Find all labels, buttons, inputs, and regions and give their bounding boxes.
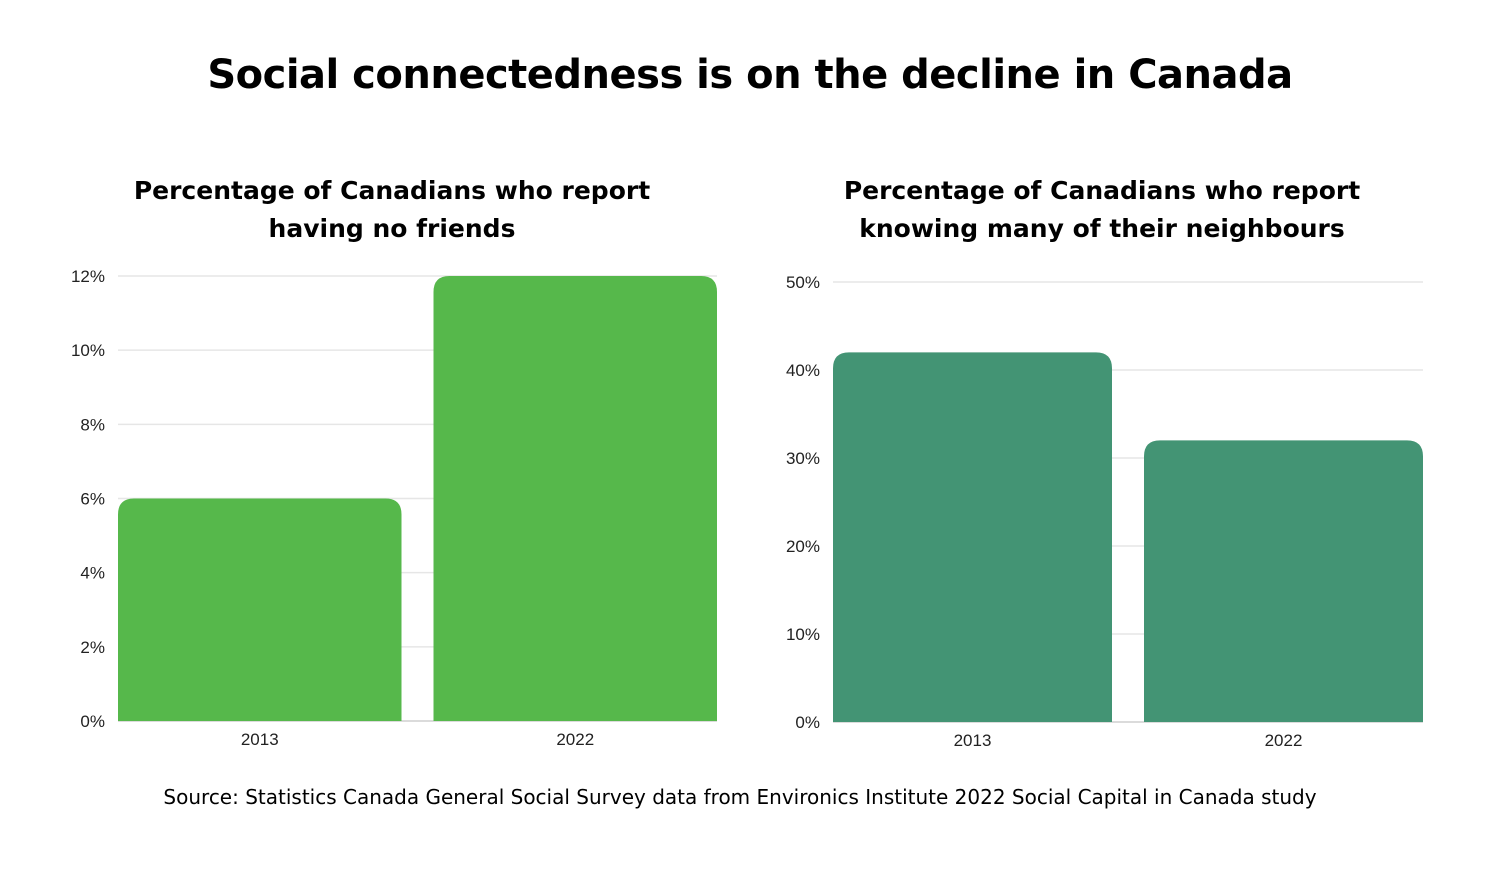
y-tick-label-neighbours-5: 50% (786, 273, 820, 292)
y-tick-label-neighbours-1: 10% (786, 625, 820, 644)
y-tick-label-no-friends-2: 4% (80, 564, 105, 583)
bar-neighbours-2013 (833, 352, 1112, 722)
x-tick-label-no-friends-1: 2022 (556, 730, 594, 749)
bar-neighbours-2022 (1144, 440, 1423, 722)
chart-title-neighbours: Percentage of Canadians who report knowi… (843, 176, 1361, 243)
main-title: Social connectedness is on the decline i… (207, 52, 1293, 98)
y-tick-label-neighbours-3: 30% (786, 449, 820, 468)
y-tick-label-no-friends-1: 2% (80, 638, 105, 657)
source-note: Source: Statistics Canada General Social… (163, 785, 1317, 809)
y-tick-label-no-friends-5: 10% (71, 341, 105, 360)
y-tick-label-neighbours-4: 40% (786, 361, 820, 380)
x-tick-label-no-friends-0: 2013 (241, 730, 279, 749)
y-tick-label-neighbours-0: 0% (795, 713, 820, 732)
bar-no-friends-2013 (118, 498, 402, 721)
bar-no-friends-2022 (433, 276, 717, 721)
x-tick-label-neighbours-1: 2022 (1265, 731, 1303, 750)
y-tick-label-no-friends-6: 12% (71, 267, 105, 286)
y-tick-label-no-friends-4: 8% (80, 415, 105, 434)
x-tick-label-neighbours-0: 2013 (954, 731, 992, 750)
y-tick-label-neighbours-2: 20% (786, 537, 820, 556)
y-tick-label-no-friends-0: 0% (80, 712, 105, 731)
y-tick-label-no-friends-3: 6% (80, 490, 105, 509)
chart-title-no-friends: Percentage of Canadians who report havin… (133, 176, 651, 243)
